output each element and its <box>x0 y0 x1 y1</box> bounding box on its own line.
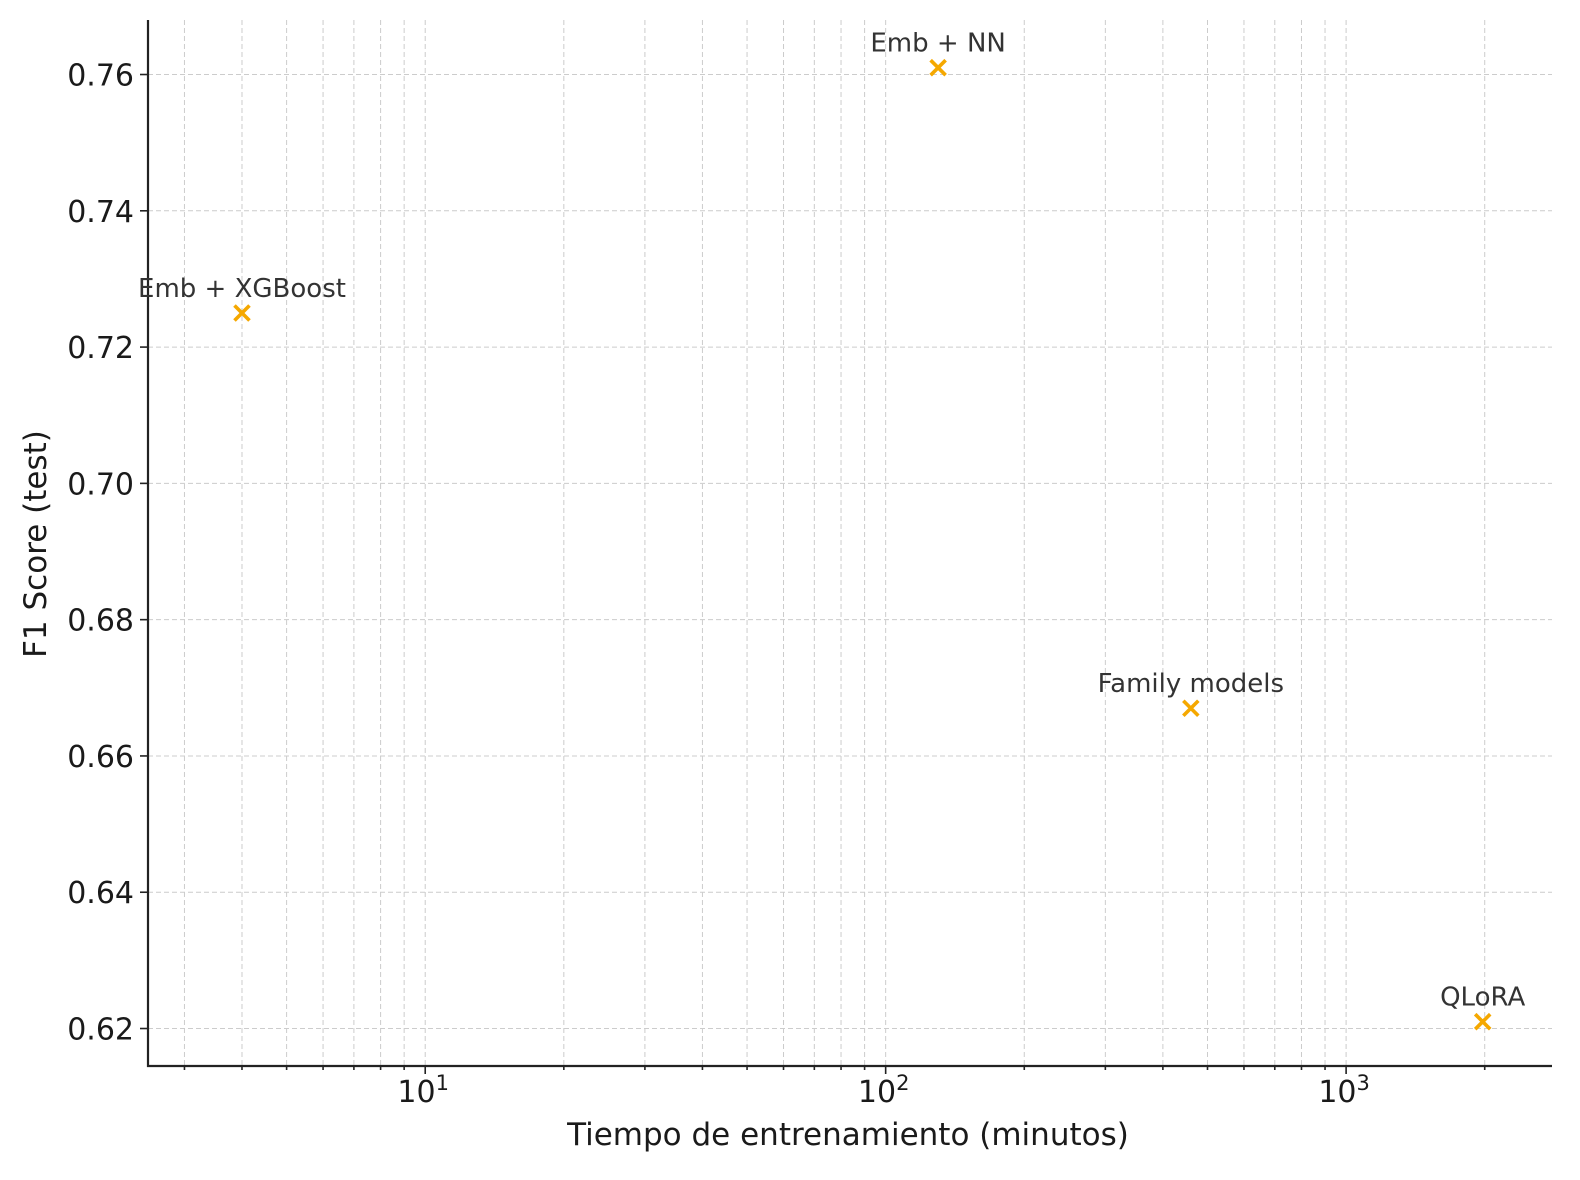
grid <box>148 20 1552 1066</box>
y-tick-label: 0.76 <box>67 59 134 94</box>
y-tick-label: 0.62 <box>67 1013 134 1048</box>
x-tick-label-base: 10 <box>1318 1075 1356 1110</box>
axis-spines <box>146 20 1552 1068</box>
x-tick-label: 103 <box>1318 1071 1370 1110</box>
x-marker <box>1473 1012 1492 1031</box>
x-tick-label-base: 10 <box>858 1075 896 1110</box>
point-label: Emb + XGBoost <box>138 274 346 304</box>
x-tick-label: 101 <box>397 1071 449 1110</box>
x-tick-label-exponent: 1 <box>436 1071 449 1095</box>
data-points: Emb + XGBoost Emb + NN Family models QLoRA <box>138 29 1526 1031</box>
data-point: Emb + XGBoost <box>138 274 346 322</box>
y-tick-label: 0.66 <box>67 740 134 775</box>
x-marker <box>1182 699 1200 718</box>
y-tick-label: 0.64 <box>67 876 134 911</box>
point-label: QLoRA <box>1440 983 1525 1013</box>
y-tick-label: 0.74 <box>67 195 134 230</box>
axes <box>146 20 1552 1068</box>
x-tick-label-exponent: 3 <box>1357 1071 1370 1095</box>
x-marker <box>929 58 947 77</box>
data-point: QLoRA <box>1440 983 1526 1031</box>
x-marker <box>233 304 251 322</box>
x-tick-label-base: 10 <box>397 1075 435 1110</box>
x-tick-label: 102 <box>858 1071 910 1110</box>
x-tick-label-exponent: 2 <box>896 1071 909 1095</box>
y-tick-label: 0.68 <box>67 604 134 639</box>
point-label: Family models <box>1098 669 1284 699</box>
data-point: Family models <box>1098 669 1284 718</box>
ticks: 101 102 1030.620.640.660.680.700.720.740.7… <box>67 59 1486 1110</box>
y-tick-label: 0.72 <box>67 331 134 366</box>
y-axis-title: F1 Score (test) <box>18 430 54 658</box>
x-axis-title: Tiempo de entrenamiento (minutos) <box>566 1117 1129 1153</box>
data-point: Emb + NN <box>870 29 1006 77</box>
point-label: Emb + NN <box>870 29 1005 59</box>
y-tick-label: 0.70 <box>67 467 134 502</box>
